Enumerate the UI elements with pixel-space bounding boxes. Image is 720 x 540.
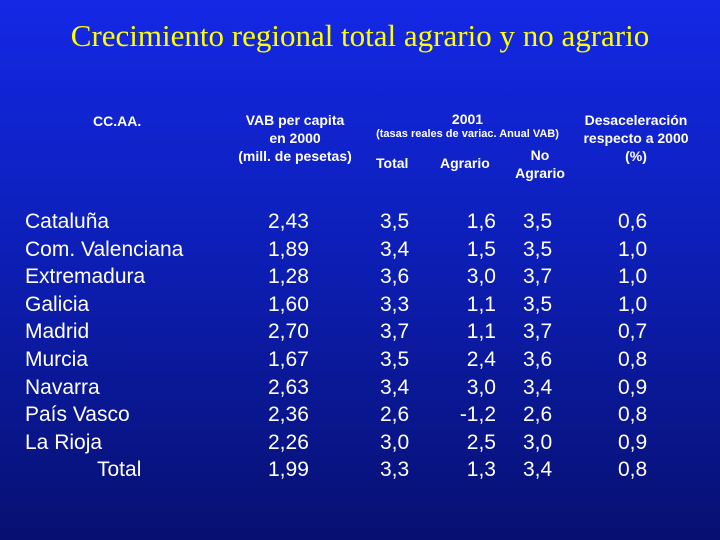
desaceleracion-value: 0,6 [618,210,648,233]
agrario-value: 3,0 [466,375,496,399]
agrario-value: 3,0 [466,265,496,289]
header-vab-line3: (mill. de pesetas) [238,148,352,164]
agrario-value: 1,1 [466,320,496,344]
header-des-line3: (%) [625,148,647,164]
no-agrario-value: 3,4 [523,458,553,482]
vab-value: 1,67 [268,347,309,371]
no-agrario-value: 3,7 [523,320,553,344]
agrario-value: 1,6 [466,210,496,233]
no-agrario-value: 3,5 [523,210,553,233]
agrario-value: 1,5 [466,237,496,261]
header-des-line2: respecto a 2000 [583,130,689,146]
header-vab: VAB per capita en 2000 (mill. de pesetas… [235,111,355,165]
vab-value: 1,60 [268,292,309,316]
table-row: Cataluña 2,43 3,5 1,6 3,5 0,6 [0,208,720,236]
vab-value: 2,43 [268,210,309,233]
desaceleracion-value: 0,8 [618,458,648,482]
desaceleracion-value: 0,9 [618,375,648,399]
header-year: 2001 [451,111,484,127]
agrario-value: 2,5 [466,430,496,454]
data-table: Cataluña 2,43 3,5 1,6 3,5 0,6 Com. Valen… [0,208,720,484]
agrario-value: -1,2 [459,403,496,427]
header-no-agrario-line1: No [530,147,550,163]
header-2001: 2001 (tasas reales de variac. Anual VAB) [365,111,570,141]
region-name: Madrid [25,320,90,344]
desaceleracion-value: 0,9 [618,430,648,454]
vab-value: 2,70 [268,320,309,344]
header-vab-line2: en 2000 [269,130,321,146]
total-value: 3,3 [380,292,410,316]
header-no-agrario-line2: Agrario [515,165,565,181]
total-value: 3,5 [380,347,410,371]
header-ccaa: CC.AA. [93,113,142,129]
region-name: Com. Valenciana [25,237,184,261]
table-row-total: Total 1,99 3,3 1,3 3,4 0,8 [0,456,720,484]
header-year-subtitle: (tasas reales de variac. Anual VAB) [376,128,559,140]
table-row: Com. Valenciana 1,89 3,4 1,5 3,5 1,0 [0,236,720,264]
header-total: Total [376,155,409,171]
header-des-line1: Desaceleración [584,112,688,128]
header-desaceleracion: Desaceleración respecto a 2000 (%) [577,111,695,165]
header-vab-line1: VAB per capita [245,112,345,128]
no-agrario-value: 3,7 [523,265,553,289]
total-value: 3,0 [380,430,410,454]
desaceleracion-value: 1,0 [618,292,648,316]
total-value: 3,7 [380,320,410,344]
vab-value: 2,36 [268,403,309,427]
vab-value: 1,99 [268,458,309,482]
region-name: Cataluña [25,210,110,233]
desaceleracion-value: 0,8 [618,403,648,427]
header-no-agrario: No Agrario [508,146,572,182]
vab-value: 1,28 [268,265,309,289]
desaceleracion-value: 1,0 [618,265,648,289]
slide-title: Crecimiento regional total agrario y no … [70,18,650,53]
region-name: Total [97,458,142,482]
region-name: Murcia [25,347,89,371]
vab-value: 2,26 [268,430,309,454]
header-agrario: Agrario [440,155,490,171]
no-agrario-value: 2,6 [523,403,553,427]
table-row: La Rioja 2,26 3,0 2,5 3,0 0,9 [0,429,720,457]
region-name: Extremadura [25,265,146,289]
no-agrario-value: 3,5 [523,292,553,316]
desaceleracion-value: 0,8 [618,347,648,371]
agrario-value: 1,3 [466,458,496,482]
region-name: La Rioja [25,430,103,454]
region-name: País Vasco [25,403,130,427]
no-agrario-value: 3,6 [523,347,553,371]
region-name: Navarra [25,375,100,399]
no-agrario-value: 3,5 [523,237,553,261]
total-value: 3,3 [380,458,410,482]
vab-value: 1,89 [268,237,309,261]
total-value: 3,6 [380,265,410,289]
no-agrario-value: 3,0 [523,430,553,454]
desaceleracion-value: 0,7 [618,320,648,344]
total-value: 3,5 [380,210,410,233]
table-row: Madrid 2,70 3,7 1,1 3,7 0,7 [0,318,720,346]
table-row: Galicia 1,60 3,3 1,1 3,5 1,0 [0,291,720,319]
agrario-value: 1,1 [466,292,496,316]
region-name: Galicia [25,292,90,316]
table-row: Extremadura 1,28 3,6 3,0 3,7 1,0 [0,263,720,291]
total-value: 3,4 [380,237,410,261]
no-agrario-value: 3,4 [523,375,553,399]
table-row: País Vasco 2,36 2,6 -1,2 2,6 0,8 [0,401,720,429]
vab-value: 2,63 [268,375,309,399]
total-value: 2,6 [380,403,410,427]
table-row: Murcia 1,67 3,5 2,4 3,6 0,8 [0,346,720,374]
desaceleracion-value: 1,0 [618,237,648,261]
table-row: Navarra 2,63 3,4 3,0 3,4 0,9 [0,374,720,402]
agrario-value: 2,4 [466,347,496,371]
total-value: 3,4 [380,375,410,399]
